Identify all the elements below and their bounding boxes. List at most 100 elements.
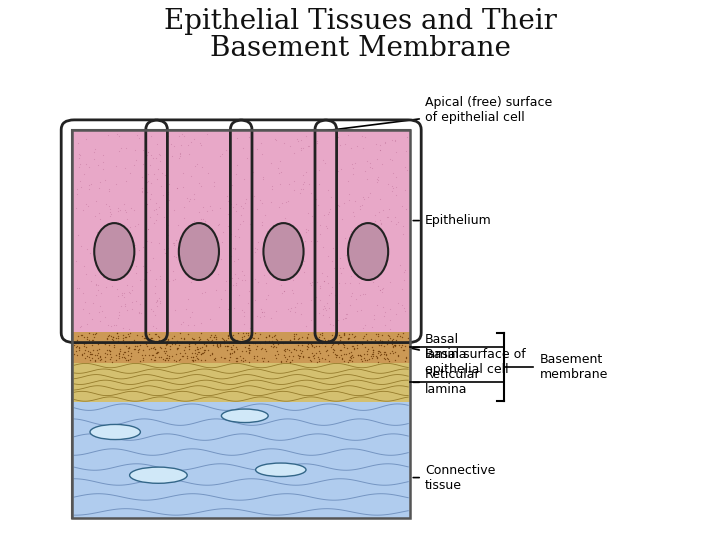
Point (311, 278, 323, 286)
Point (140, 267, 152, 275)
Point (174, 354, 186, 363)
Point (240, 356, 251, 364)
Point (343, 357, 354, 366)
Point (280, 198, 292, 206)
Point (206, 337, 217, 346)
Point (374, 195, 385, 204)
Point (130, 222, 141, 231)
Point (280, 356, 292, 365)
Point (191, 240, 202, 248)
Point (71, 347, 82, 355)
Point (356, 340, 368, 348)
Point (377, 337, 388, 346)
Point (119, 164, 130, 172)
Point (260, 337, 271, 346)
Point (374, 340, 386, 349)
Point (234, 337, 246, 346)
Point (300, 322, 312, 330)
Point (174, 132, 185, 141)
Point (377, 249, 388, 258)
Point (150, 311, 161, 320)
Point (168, 238, 179, 247)
Point (373, 329, 384, 338)
Point (228, 338, 239, 346)
Point (266, 237, 278, 245)
Point (306, 342, 318, 350)
Point (243, 343, 254, 352)
Point (130, 240, 141, 249)
Point (288, 177, 300, 185)
Point (227, 244, 238, 252)
Point (337, 339, 348, 348)
Point (135, 341, 146, 349)
Point (153, 335, 165, 344)
Point (80, 339, 91, 348)
Point (132, 346, 144, 354)
Point (370, 330, 382, 339)
Point (165, 337, 176, 346)
Point (136, 187, 148, 196)
Point (86, 338, 97, 346)
Point (219, 339, 230, 347)
Point (309, 351, 320, 360)
Point (223, 356, 235, 364)
Point (249, 295, 261, 304)
Point (292, 335, 303, 343)
Point (248, 334, 260, 342)
Point (224, 251, 235, 259)
Point (284, 357, 296, 366)
Point (286, 347, 297, 356)
Point (365, 232, 377, 240)
Point (298, 178, 310, 186)
Point (73, 283, 84, 292)
Point (79, 354, 91, 362)
Point (341, 310, 352, 319)
Point (89, 155, 100, 164)
Point (333, 279, 345, 287)
Point (317, 310, 328, 319)
Point (322, 252, 333, 260)
Point (327, 256, 338, 265)
Point (86, 336, 97, 345)
Point (77, 330, 89, 339)
Point (208, 333, 220, 341)
Point (83, 163, 94, 171)
Point (344, 301, 356, 309)
Point (296, 143, 307, 152)
Point (378, 354, 390, 362)
Point (140, 309, 151, 318)
Point (343, 196, 354, 205)
Point (323, 351, 334, 360)
Point (349, 332, 361, 340)
Point (240, 329, 252, 338)
Point (354, 291, 366, 299)
Point (151, 296, 163, 305)
Point (267, 220, 279, 229)
Point (161, 151, 172, 159)
Point (178, 345, 189, 354)
Point (81, 334, 93, 343)
Point (240, 343, 251, 352)
Point (95, 178, 107, 187)
Point (149, 345, 161, 354)
Point (104, 212, 116, 221)
Point (145, 355, 157, 364)
Point (202, 335, 213, 343)
Point (261, 279, 272, 288)
Point (319, 341, 330, 350)
Point (89, 330, 101, 339)
Point (160, 340, 171, 349)
Point (163, 355, 174, 364)
Point (238, 312, 250, 320)
Point (351, 341, 363, 349)
Point (390, 183, 402, 192)
Point (379, 137, 391, 146)
Point (108, 340, 120, 349)
Point (137, 332, 148, 340)
Point (243, 343, 254, 352)
Point (69, 339, 81, 347)
Point (150, 282, 161, 291)
Point (154, 343, 166, 352)
Point (184, 313, 196, 321)
Point (84, 180, 95, 189)
